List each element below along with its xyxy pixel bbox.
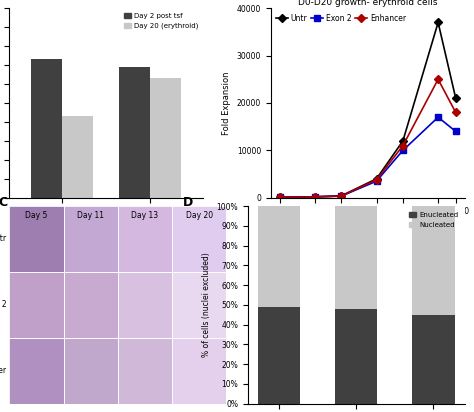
Line: Untr: Untr	[277, 20, 458, 200]
FancyBboxPatch shape	[64, 206, 118, 272]
Untr	[338, 193, 344, 198]
Enhancer	[435, 77, 441, 82]
Bar	[258, 206, 300, 307]
Enhancer	[374, 177, 379, 182]
Untr	[435, 20, 441, 25]
Text: Day 13: Day 13	[131, 211, 158, 220]
Untr	[374, 176, 379, 181]
Exon 2	[400, 148, 406, 153]
Untr	[400, 138, 406, 143]
FancyBboxPatch shape	[64, 272, 118, 338]
Enhancer	[400, 143, 406, 148]
Exon 2	[435, 115, 441, 120]
Y-axis label: % of cells (nuclei excluded): % of cells (nuclei excluded)	[202, 253, 211, 357]
Untr	[312, 194, 318, 199]
Text: Day 5: Day 5	[26, 211, 48, 220]
Exon 2	[338, 194, 344, 199]
Bar	[258, 307, 300, 404]
Legend: Untr, Exon 2, Enhancer: Untr, Exon 2, Enhancer	[275, 12, 408, 24]
FancyBboxPatch shape	[9, 272, 64, 338]
Bar	[150, 78, 181, 198]
Bar	[412, 206, 455, 315]
Exon 2	[453, 129, 458, 134]
Enhancer	[338, 194, 344, 199]
FancyBboxPatch shape	[118, 206, 172, 272]
Enhancer	[277, 195, 283, 200]
Text: C: C	[0, 196, 8, 209]
Exon 2	[312, 194, 318, 199]
Text: D: D	[183, 196, 193, 209]
Legend: Enucleated, Nucleated: Enucleated, Nucleated	[407, 209, 461, 230]
Exon 2	[374, 179, 379, 184]
FancyBboxPatch shape	[9, 206, 64, 272]
FancyBboxPatch shape	[172, 206, 226, 272]
FancyBboxPatch shape	[9, 338, 64, 404]
Text: Day 20: Day 20	[185, 211, 213, 220]
Bar	[31, 59, 62, 198]
FancyBboxPatch shape	[172, 338, 226, 404]
Enhancer	[453, 110, 458, 115]
Bar	[335, 206, 377, 309]
Untr	[277, 195, 283, 200]
Untr	[453, 96, 458, 101]
Legend: Day 2 post tsf, Day 20 (erythroid): Day 2 post tsf, Day 20 (erythroid)	[123, 12, 200, 30]
Bar	[119, 67, 150, 198]
Y-axis label: Fold Expansion: Fold Expansion	[222, 71, 231, 135]
Enhancer	[312, 194, 318, 199]
FancyBboxPatch shape	[118, 338, 172, 404]
Title: D0-D20 growth- erythroid cells: D0-D20 growth- erythroid cells	[298, 0, 438, 7]
Bar	[335, 309, 377, 404]
FancyBboxPatch shape	[172, 272, 226, 338]
Bar	[412, 315, 455, 404]
Line: Enhancer: Enhancer	[277, 77, 458, 200]
FancyBboxPatch shape	[118, 272, 172, 338]
Text: Day 11: Day 11	[77, 211, 104, 220]
Text: untr: untr	[0, 234, 7, 243]
Line: Exon 2: Exon 2	[277, 115, 458, 200]
Bar	[62, 116, 93, 198]
Text: Enhancer: Enhancer	[0, 366, 7, 375]
Exon 2	[277, 195, 283, 200]
FancyBboxPatch shape	[64, 338, 118, 404]
Text: Exon 2: Exon 2	[0, 300, 7, 309]
